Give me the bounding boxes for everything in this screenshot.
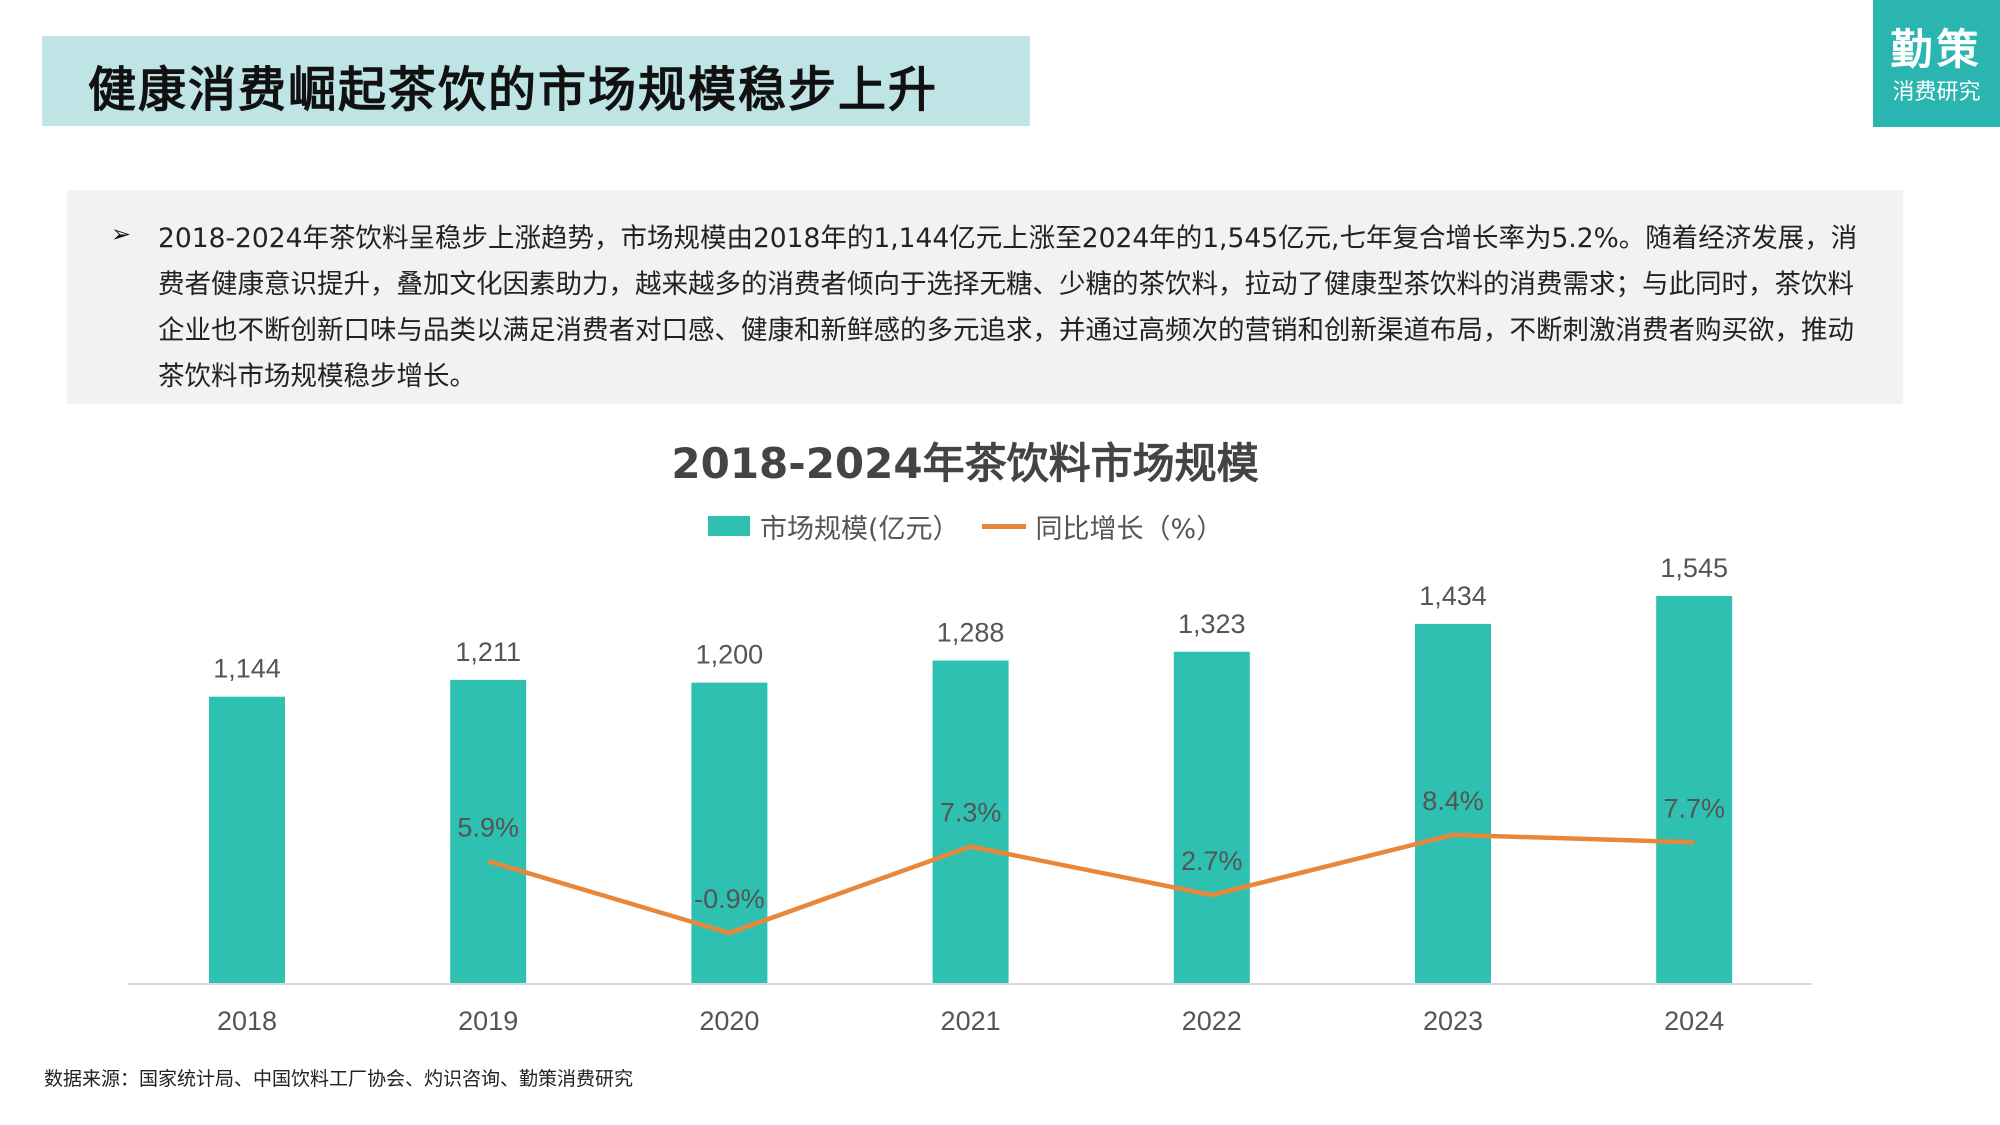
bar bbox=[932, 660, 1009, 984]
bar bbox=[691, 682, 768, 984]
bar-value-label: 1,434 bbox=[1419, 581, 1487, 611]
legend-swatch-bar bbox=[708, 516, 750, 536]
bar bbox=[209, 696, 285, 984]
brand-logo: 勤策 消费研究 bbox=[1873, 0, 2000, 127]
bar bbox=[1173, 651, 1250, 984]
chart-legend: 市场规模(亿元） 同比增长（%） bbox=[708, 506, 1245, 546]
growth-value-label: 2.7% bbox=[1181, 846, 1243, 876]
x-tick-label: 2020 bbox=[699, 1006, 759, 1036]
logo-sub-text: 消费研究 bbox=[1892, 80, 1981, 105]
x-tick-label: 2024 bbox=[1664, 1006, 1724, 1036]
x-tick-label: 2021 bbox=[941, 1006, 1001, 1036]
bar-value-label: 1,211 bbox=[455, 637, 521, 667]
summary-text: 2018-2024年茶饮料呈稳步上涨趋势，市场规模由2018年的1,144亿元上… bbox=[158, 223, 1858, 392]
growth-line bbox=[487, 832, 1695, 936]
legend-label-line: 同比增长（%） bbox=[1035, 513, 1224, 545]
source-note: 数据来源：国家统计局、中国饮料工厂协会、灼识咨询、勤策消费研究 bbox=[44, 1068, 634, 1090]
x-tick-label: 2022 bbox=[1182, 1006, 1242, 1036]
summary-box: ➢ 2018-2024年茶饮料呈稳步上涨趋势，市场规模由2018年的1,144亿… bbox=[67, 190, 1903, 404]
page-title: 健康消费崛起茶饮的市场规模稳步上升 bbox=[88, 62, 939, 118]
bar bbox=[1656, 596, 1733, 984]
growth-value-label: 7.3% bbox=[940, 797, 1002, 827]
legend-label-bar: 市场规模(亿元） bbox=[760, 513, 960, 545]
title-banner: 健康消费崛起茶饮的市场规模稳步上升 bbox=[42, 36, 1030, 126]
x-tick-label: 2019 bbox=[458, 1006, 518, 1036]
bar-value-label: 1,323 bbox=[1178, 609, 1246, 639]
bar-value-label: 1,144 bbox=[213, 654, 281, 684]
bar-value-label: 1,288 bbox=[937, 618, 1005, 648]
legend-swatch-line bbox=[981, 523, 1026, 529]
bar bbox=[1415, 623, 1491, 984]
x-tick-label: 2023 bbox=[1423, 1006, 1483, 1036]
chart-title: 2018-2024年茶饮料市场规模 bbox=[671, 439, 1259, 488]
legend-item-bar: 市场规模(亿元） bbox=[708, 507, 960, 546]
growth-value-label: -0.9% bbox=[694, 884, 765, 914]
bar-value-label: 1,200 bbox=[696, 640, 764, 670]
bullet-arrow-icon: ➢ bbox=[111, 220, 132, 248]
x-tick-label: 2018 bbox=[217, 1006, 277, 1036]
logo-main-text: 勤策 bbox=[1890, 25, 1983, 74]
growth-value-label: 8.4% bbox=[1422, 786, 1484, 816]
growth-value-label: 5.9% bbox=[457, 812, 519, 842]
bar-value-label: 1,545 bbox=[1660, 553, 1728, 583]
growth-value-label: 7.7% bbox=[1663, 793, 1725, 823]
legend-item-line: 同比增长（%） bbox=[981, 507, 1224, 546]
bar bbox=[450, 679, 527, 984]
